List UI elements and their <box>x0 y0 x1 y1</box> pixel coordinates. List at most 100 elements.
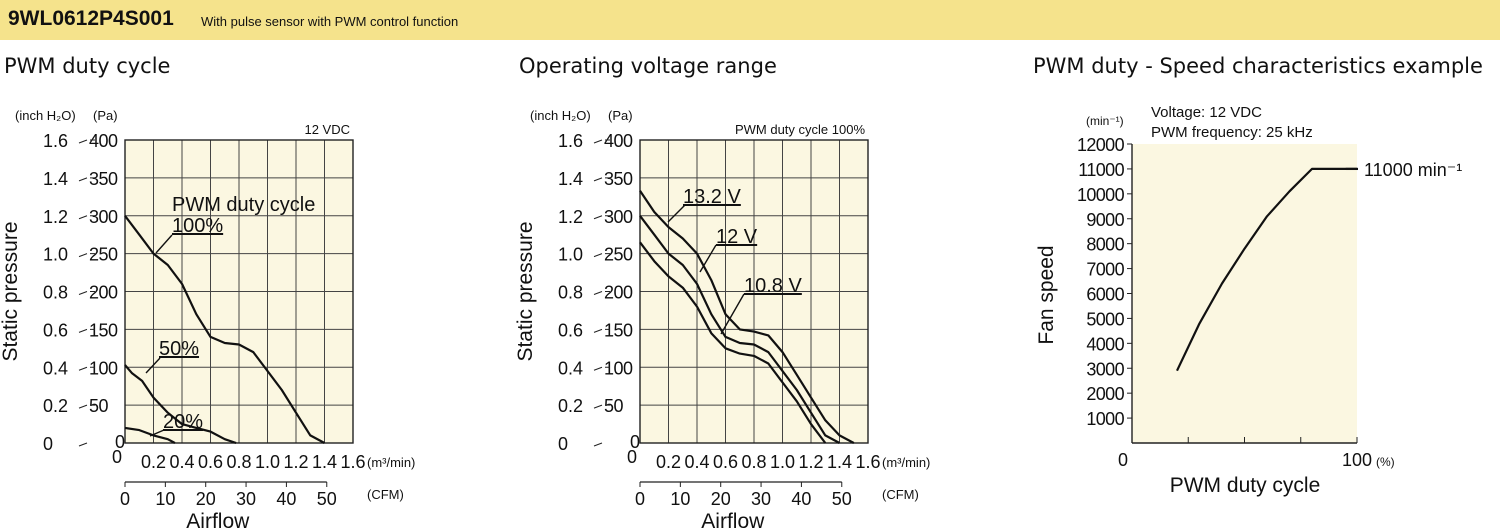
x-axis-label: PWM duty cycle <box>1170 474 1321 497</box>
frequency-label: PWM frequency: 25 kHz <box>1151 124 1313 141</box>
leader-line <box>145 357 161 374</box>
x-tick-cfm: 0 <box>635 489 645 509</box>
y-tick-inch: 0.8 <box>43 283 68 303</box>
x-tick-m3: 1.4 <box>312 452 337 472</box>
x-tick-m3: 1.2 <box>798 452 823 472</box>
x-tick-cfm: 40 <box>791 489 811 509</box>
y-tick: 2000 <box>1086 384 1124 404</box>
x-tick-m3: 0.4 <box>169 452 194 472</box>
y-unit-pa: (Pa) <box>93 108 118 123</box>
y-unit-inch: (inch H₂O) <box>15 108 76 123</box>
y-unit-pa: (Pa) <box>608 108 633 123</box>
x-tick-m3: 0.6 <box>713 452 738 472</box>
y-tick-pa: 300 <box>89 207 118 227</box>
x-tick-cfm: 50 <box>832 489 852 509</box>
y-tick: 7000 <box>1086 260 1124 280</box>
series-label: 12 V <box>716 226 758 248</box>
x-unit-cfm: (CFM) <box>367 487 404 502</box>
x-tick-m3: 1.0 <box>770 452 795 472</box>
x-tick-m3: 1.4 <box>827 452 852 472</box>
tick-mark <box>593 177 603 182</box>
x-tick-m3: 1.6 <box>855 452 880 472</box>
y-tick-inch: 0.8 <box>558 283 583 303</box>
plot-frame <box>124 139 354 444</box>
series-line <box>124 215 326 444</box>
x-axis-label: Airflow <box>186 510 250 530</box>
y-tick: 10000 <box>1077 185 1125 205</box>
voltage-label: Voltage: 12 VDC <box>1151 104 1262 121</box>
plot-frame <box>639 139 869 444</box>
y-tick-pa: 300 <box>604 207 633 227</box>
y-unit: (min⁻¹) <box>1086 114 1124 128</box>
tick-mark <box>593 291 603 295</box>
x-tick-m3: 0.2 <box>141 452 166 472</box>
x-tick-cfm: 10 <box>670 489 690 509</box>
x-tick-cfm: 30 <box>236 489 256 509</box>
tick-mark <box>78 366 88 371</box>
y-tick-inch: 0.4 <box>558 358 583 378</box>
tick-mark <box>593 328 603 333</box>
y-tick-inch: 0.4 <box>43 358 68 378</box>
y-tick-pa: 0 <box>630 432 640 452</box>
x-unit-cfm: (CFM) <box>882 487 919 502</box>
y-tick-pa: 200 <box>604 283 633 303</box>
series-label: 50% <box>159 338 199 360</box>
chart2-title: Operating voltage range <box>519 54 777 78</box>
y-tick-inch: 1.4 <box>43 169 68 189</box>
y-tick-pa: 250 <box>604 245 633 265</box>
y-tick: 4000 <box>1086 334 1124 354</box>
y-tick: 1000 <box>1086 409 1124 429</box>
model-subtitle: With pulse sensor with PWM control funct… <box>201 14 459 29</box>
y-tick-inch: 0 <box>558 434 568 454</box>
y-tick-inch: 1.6 <box>43 131 68 151</box>
y-axis-label: Static pressure <box>0 221 22 361</box>
x-tick-m3: 0.2 <box>656 452 681 472</box>
y-tick: 11000 <box>1078 160 1124 180</box>
y-tick-pa: 250 <box>89 245 118 265</box>
model-number: 9WL0612P4S001 <box>8 7 174 30</box>
y-tick-pa: 50 <box>604 396 624 416</box>
y-tick-inch: 1.6 <box>558 131 583 151</box>
y-tick-inch: 0.2 <box>558 396 583 416</box>
x-tick-m3: 0.4 <box>684 452 709 472</box>
x-tick-cfm: 40 <box>276 489 296 509</box>
x-tick-end: 100 <box>1342 450 1372 470</box>
tick-mark <box>593 404 603 409</box>
tick-mark <box>593 215 603 220</box>
y-tick: 12000 <box>1077 135 1125 155</box>
tick-mark <box>593 442 603 447</box>
y-tick-inch: 1.2 <box>43 207 68 227</box>
series-line <box>124 364 237 445</box>
chart3-title: PWM duty - Speed characteristics example <box>1033 54 1483 78</box>
leader-line <box>149 429 165 437</box>
y-tick-pa: 200 <box>89 283 118 303</box>
x-tick-m3: 0.8 <box>741 452 766 472</box>
x-tick-zero: 0 <box>1118 450 1128 470</box>
series-line <box>639 190 855 444</box>
y-tick-pa: 350 <box>604 169 633 189</box>
series-label: 10.8 V <box>744 275 802 297</box>
y-tick-pa: 400 <box>89 131 118 151</box>
x-unit: (%) <box>1376 455 1395 469</box>
series-line <box>124 426 176 444</box>
tick-mark <box>593 139 603 144</box>
tick-mark <box>593 366 603 371</box>
y-tick: 3000 <box>1086 359 1124 379</box>
condition-label: PWM duty cycle 100% <box>735 122 865 137</box>
y-tick-inch: 0.6 <box>558 320 583 340</box>
tick-mark <box>78 139 88 144</box>
y-tick-pa: 50 <box>89 396 109 416</box>
x-tick-cfm: 20 <box>711 489 731 509</box>
x-tick-cfm: 10 <box>155 489 175 509</box>
leader-line <box>720 293 745 335</box>
y-tick: 6000 <box>1086 285 1124 305</box>
series-line <box>639 215 841 444</box>
y-tick-inch: 1.0 <box>43 245 68 265</box>
x-axis-label: Airflow <box>701 510 765 530</box>
tick-mark <box>593 253 603 258</box>
plot-area <box>1132 144 1357 443</box>
y-tick-pa: 150 <box>89 320 118 340</box>
speed-line <box>1176 167 1357 372</box>
y-axis-label: Fan speed <box>1035 245 1058 344</box>
